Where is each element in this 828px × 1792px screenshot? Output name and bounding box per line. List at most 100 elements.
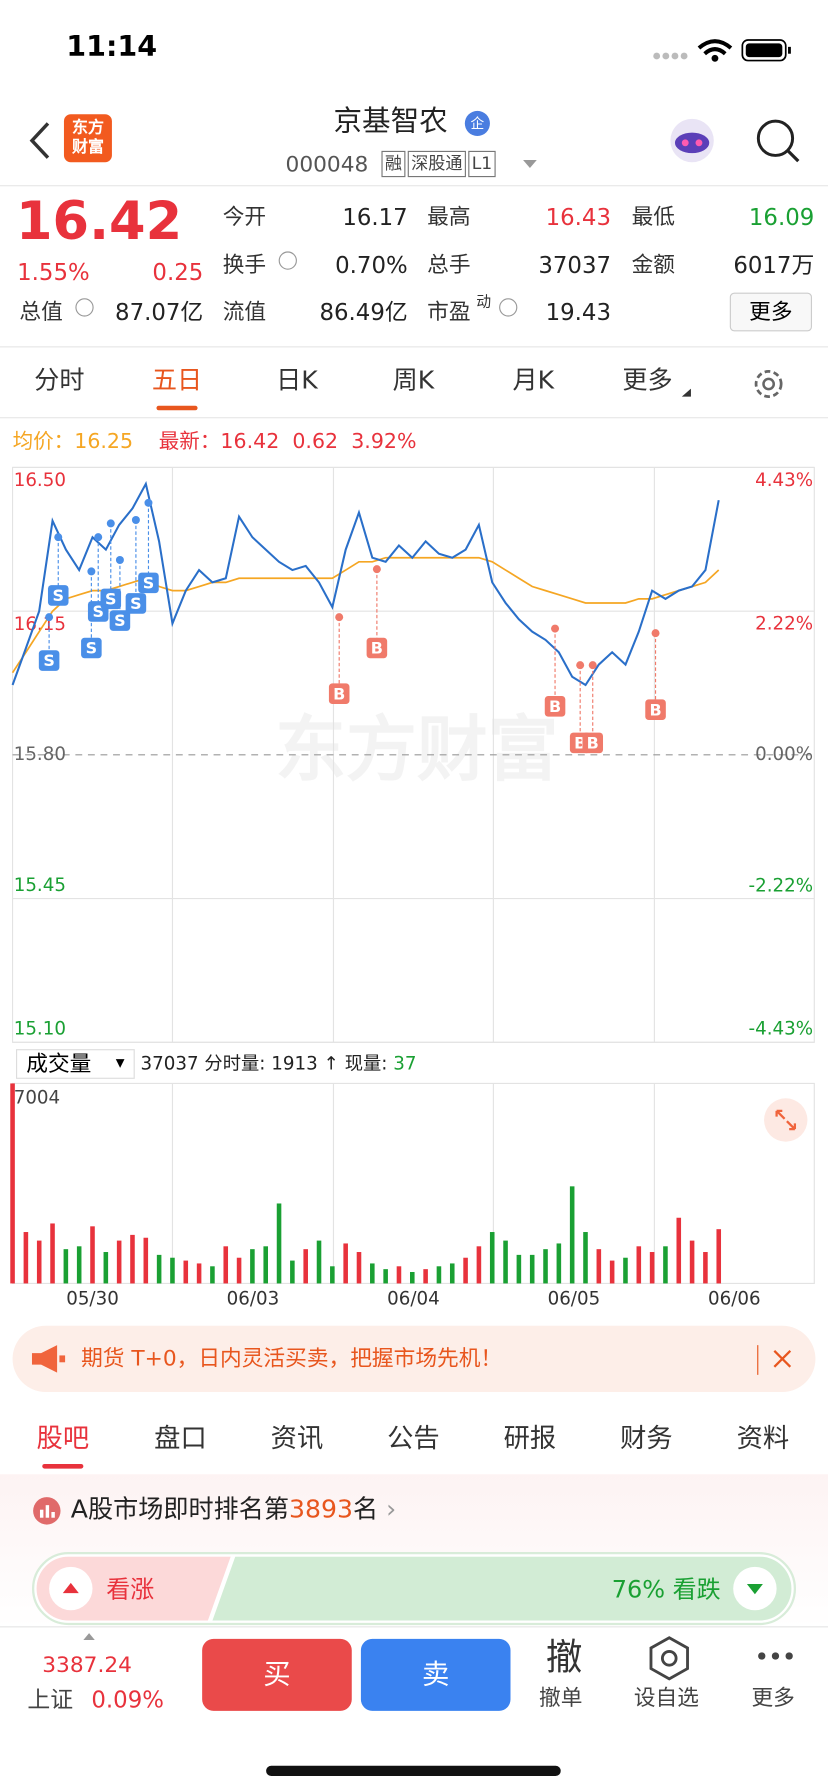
sentiment-down[interactable]: 76% 看跌 [612,1575,721,1605]
marker-label: S [86,639,98,658]
ranking[interactable]: A股市场即时排名第3893名 › [71,1496,396,1526]
search-button[interactable] [754,117,802,165]
marker-label: B [333,684,345,703]
section-tab[interactable]: 资讯 [270,1423,324,1454]
marker-box [81,637,102,659]
info-icon[interactable] [278,251,297,270]
banner-divider [757,1345,759,1375]
volume-bar [10,1083,15,1284]
x-tick-label: 06/06 [708,1288,761,1309]
sentiment-up[interactable]: 看涨 [106,1575,155,1604]
banner[interactable] [12,1325,816,1392]
section-tab[interactable]: 研报 [503,1423,557,1454]
banner-text: 期货 T+0，日内灵活买卖，把握市场先机！ [81,1346,503,1372]
volume-bar [583,1232,588,1284]
robot-icon[interactable] [666,114,719,167]
marker-box [582,732,604,754]
rank-prefix: A股市场即时排名第 [70,1495,290,1525]
more-label[interactable]: 更多 [751,1685,795,1711]
chart-tab[interactable]: 周K [392,366,435,396]
section-tab[interactable]: 盘口 [154,1423,207,1454]
tab-underline [156,405,198,411]
chart-tab[interactable]: 月K [512,366,555,396]
volume-bar [476,1246,482,1284]
last-label: 最新： [158,429,221,454]
price-line [11,481,720,687]
chart-tab[interactable]: 分时 [34,366,85,396]
volume-bar [676,1217,682,1284]
section-tab[interactable]: 资料 [736,1423,790,1454]
tag: L1 [468,150,496,178]
marker-dot [588,661,597,670]
marker-label: B [371,639,383,658]
index-value[interactable]: 3387.24 [42,1652,132,1678]
stat-label: 最低 [631,204,675,230]
volume-bar [143,1237,149,1284]
volume-bar [263,1246,269,1284]
section-tab[interactable]: 公告 [387,1423,440,1454]
watermark: 东方财富 [275,708,558,791]
y-tick-label: 16.15 [14,614,66,635]
volume-bar [170,1257,175,1284]
volume-bar [556,1243,562,1284]
stat-value: 19.43 [545,298,612,326]
price: 16.42 [15,189,183,252]
expand-button[interactable] [763,1097,809,1143]
volume-selector[interactable]: 成交量 ▼ [15,1049,135,1079]
index-arrow [83,1633,95,1640]
volume-bar [649,1252,655,1284]
avg-value: 16.25 [74,429,134,454]
info-last: 最新：16.42 0.62 3.92% [159,427,417,457]
volume-bar [130,1234,135,1284]
stock-name: 京基智农 [333,103,448,138]
chart-tab[interactable]: 日K [276,366,318,396]
chart-tab[interactable]: 五日 [151,366,203,396]
marker-dot [115,555,124,564]
section-tab[interactable]: 股吧 [36,1423,90,1454]
marker-box [125,593,147,614]
tags: 融 深股通 L1 [381,150,496,178]
chart-tab[interactable]: 更多 [622,366,673,396]
volume-bar [383,1269,388,1284]
volume-bar [236,1257,242,1284]
logo: 东方 财富 [63,114,112,163]
tag: 深股通 [407,150,466,178]
marker-label: S [52,586,64,605]
down-label: 看跌 [672,1575,721,1604]
marker-dot [54,533,63,542]
cancel-label[interactable]: 撤单 [539,1685,583,1711]
volume-bar [116,1240,122,1284]
sell-button[interactable]: 卖 [360,1638,511,1711]
day-grid [171,467,655,1284]
buy-button[interactable]: 买 [202,1638,352,1711]
info-icon[interactable] [75,298,94,317]
section-tab[interactable]: 财务 [620,1423,673,1454]
y2-tick-label: 2.22% [755,614,813,635]
settings-button[interactable] [750,366,787,403]
volume-bar [436,1266,442,1284]
sentiment-fill [36,1556,792,1621]
more-button[interactable]: 更多 [729,292,813,332]
volume-bar [76,1246,82,1284]
back-button[interactable] [23,120,57,161]
more-icon[interactable] [756,1648,795,1664]
stat-label: 今开 [222,204,267,230]
cancel-icon[interactable]: 撤 [545,1635,583,1679]
close-button[interactable] [772,1349,793,1370]
marker-box [47,585,69,606]
volume-bar [223,1246,229,1284]
dropdown-arrow[interactable] [521,158,539,172]
divider [0,346,828,348]
marker-label: S [92,602,104,621]
volume-bar [303,1249,308,1284]
index-pct: 0.09% [91,1685,164,1714]
volume-bar [623,1257,628,1284]
volume-bar [569,1186,575,1284]
selector-arrow: ▼ [115,1057,125,1070]
info-icon[interactable] [499,298,518,317]
watch-icon[interactable] [646,1635,692,1681]
y2-tick-label: -2.22% [749,875,814,896]
watch-label[interactable]: 设自选 [633,1685,699,1711]
